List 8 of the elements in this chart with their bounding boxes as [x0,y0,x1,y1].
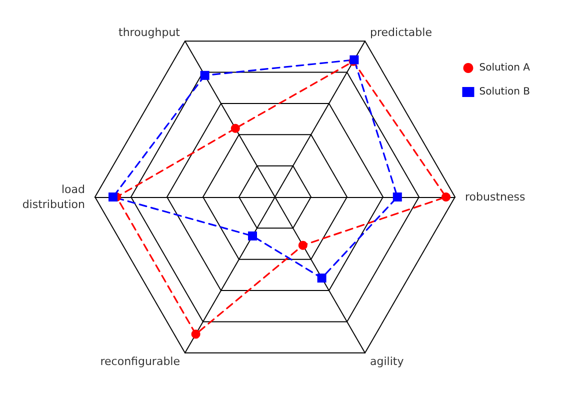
legend-label: Solution A [479,62,530,74]
spoke-label: predictable [370,26,432,39]
spoke-label: throughput [118,26,181,39]
spoke-label: robustness [465,190,526,204]
spoke-label: agility [370,355,404,368]
spoke-label: reconfigurable [100,355,180,368]
legend-label: Solution B [479,86,530,98]
spoke-label: load distribution [22,183,86,211]
